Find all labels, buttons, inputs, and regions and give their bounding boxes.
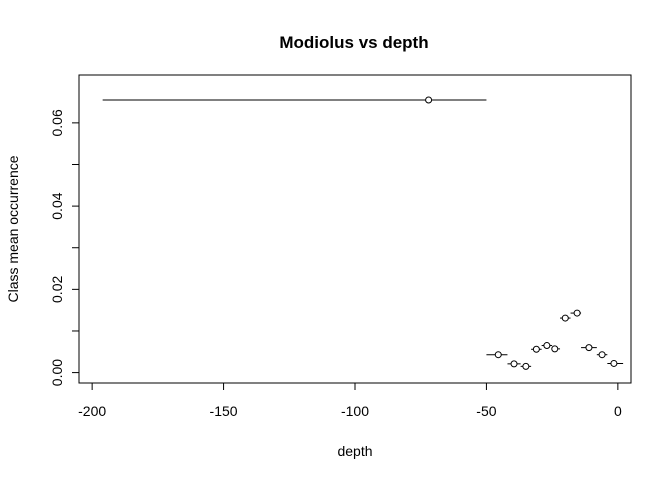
y-axis-label: Class mean occurrence bbox=[5, 155, 21, 302]
data-point bbox=[561, 314, 569, 322]
y-tick-label: 0.04 bbox=[49, 192, 65, 219]
x-tick-label: -200 bbox=[78, 403, 106, 419]
data-point bbox=[494, 351, 502, 359]
y-tick-label: 0.06 bbox=[49, 109, 65, 136]
data-point bbox=[543, 342, 551, 350]
y-axis: 0.00 0.02 0.04 0.06 bbox=[49, 109, 80, 386]
x-tick-label: -150 bbox=[210, 403, 238, 419]
data-point bbox=[551, 345, 559, 353]
data-point bbox=[510, 360, 518, 368]
data-point bbox=[573, 309, 581, 317]
data-point bbox=[585, 344, 593, 352]
x-axis-label: depth bbox=[337, 443, 372, 459]
x-tick-label: -50 bbox=[476, 403, 496, 419]
data-point bbox=[532, 345, 540, 353]
x-axis: -200 -150 -100 -50 0 bbox=[78, 382, 622, 419]
plot-frame bbox=[78, 74, 632, 384]
y-tick-label: 0.00 bbox=[49, 359, 65, 386]
data-point bbox=[522, 362, 530, 370]
x-tick-label: -100 bbox=[341, 403, 369, 419]
x-tick-label: 0 bbox=[614, 403, 622, 419]
data-point bbox=[610, 359, 618, 367]
y-tick-label: 0.02 bbox=[49, 276, 65, 303]
data-point bbox=[425, 96, 433, 104]
chart-title: Modiolus vs depth bbox=[279, 33, 428, 52]
plot-area bbox=[102, 96, 624, 370]
data-point bbox=[598, 351, 606, 359]
